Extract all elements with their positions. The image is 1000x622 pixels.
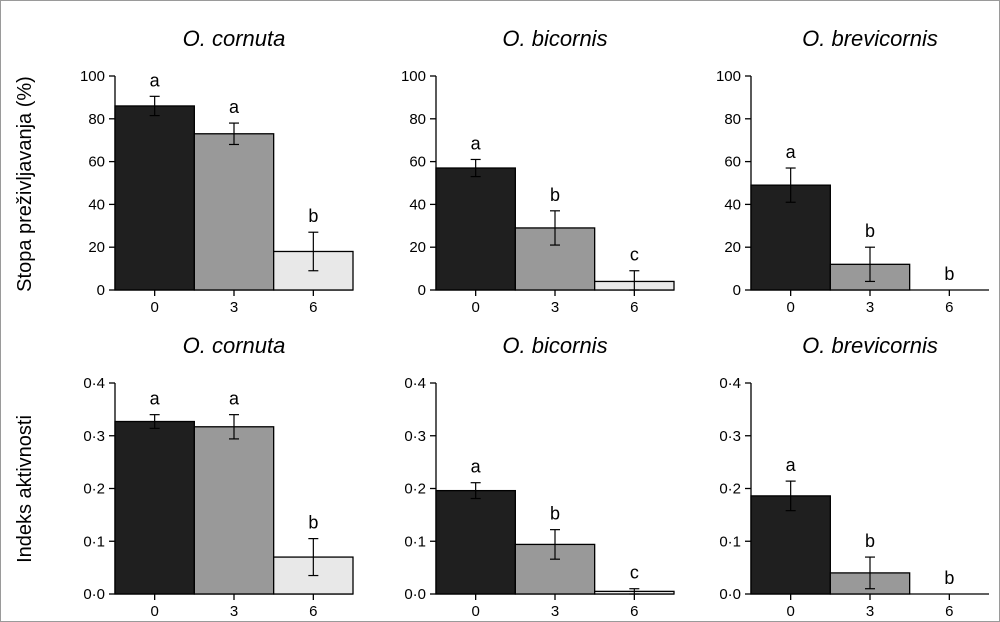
bar [193, 426, 275, 595]
significance-letter: b [308, 206, 318, 226]
y-tick-label: 0·4 [83, 375, 105, 392]
y-tick-label: 0·0 [719, 586, 741, 603]
x-tick-label: 3 [866, 603, 874, 620]
y-tick-label: 0·3 [719, 428, 741, 445]
panel-1: O. cornuta Stopa preživljavanja (%) 0 20 40 6… [14, 26, 354, 316]
significance-letter: b [865, 531, 875, 551]
x-tick-label: 0 [471, 299, 479, 316]
y-tick-label: 0 [733, 282, 741, 299]
y-axis-label: Stopa preživljavanja (%) [14, 76, 36, 292]
y-tick-label: 0·2 [83, 481, 105, 498]
x-tick-label: 3 [230, 299, 238, 316]
panel-5: O. bicornis 0·0 0·1 0·2 0·3 0·4 a 0 b 3 c 6 [404, 333, 675, 620]
y-tick-label: 0·1 [83, 533, 105, 550]
significance-letter: a [786, 142, 797, 162]
panel-3: O. brevicornis 0 20 40 60 80 100 a 0 b 3 b 6 [716, 26, 989, 316]
x-tick-label: 6 [630, 603, 638, 620]
y-tick-label: 20 [724, 239, 741, 256]
significance-letter: b [865, 221, 875, 241]
y-tick-label: 0·2 [404, 481, 426, 498]
significance-letter: a [229, 389, 240, 409]
y-tick-label: 0·1 [719, 533, 741, 550]
bar [114, 105, 195, 291]
y-tick-label: 0·3 [404, 428, 426, 445]
bar [193, 133, 275, 291]
y-tick-label: 60 [409, 154, 426, 171]
x-tick-label: 0 [786, 299, 794, 316]
x-tick-label: 3 [230, 603, 238, 620]
y-tick-label: 0 [418, 282, 426, 299]
y-tick-label: 20 [409, 239, 426, 256]
x-tick-label: 0 [471, 603, 479, 620]
x-tick-label: 6 [309, 603, 317, 620]
y-tick-label: 0·0 [404, 586, 426, 603]
y-tick-label: 100 [401, 68, 426, 85]
panel-title: O. brevicornis [802, 333, 938, 358]
x-tick-label: 0 [150, 299, 158, 316]
significance-letter: b [308, 513, 318, 533]
x-tick-label: 6 [945, 299, 953, 316]
significance-letter: b [944, 568, 954, 588]
panel-2: O. bicornis 0 20 40 60 80 100 a 0 b 3 c 6 [401, 26, 675, 316]
y-tick-label: 0 [97, 282, 105, 299]
bar [435, 167, 516, 291]
significance-letter: a [150, 389, 161, 409]
significance-letter: b [944, 264, 954, 284]
y-tick-label: 80 [409, 111, 426, 128]
y-tick-label: 40 [724, 196, 741, 213]
significance-letter: a [471, 457, 482, 477]
significance-letter: a [229, 97, 240, 117]
bar [435, 489, 516, 595]
significance-letter: c [630, 563, 639, 583]
significance-letter: a [150, 70, 161, 90]
y-tick-label: 80 [88, 111, 105, 128]
y-axis-label: Indeks aktivnosti [14, 415, 36, 563]
panel-4: O. cornuta Indeks aktivnosti 0·0 0·1 0·2 0·3 0… [14, 333, 354, 620]
y-tick-label: 20 [88, 239, 105, 256]
y-tick-label: 40 [88, 196, 105, 213]
x-tick-label: 6 [309, 299, 317, 316]
significance-letter: a [786, 455, 797, 475]
x-tick-label: 3 [551, 299, 559, 316]
y-tick-label: 60 [724, 154, 741, 171]
x-tick-label: 6 [630, 299, 638, 316]
y-tick-label: 80 [724, 111, 741, 128]
y-tick-label: 100 [716, 68, 741, 85]
significance-letter: b [550, 185, 560, 205]
panel-title: O. bicornis [502, 26, 607, 51]
significance-letter: a [471, 133, 482, 153]
bar [750, 495, 831, 595]
y-tick-label: 100 [80, 68, 105, 85]
panel-title: O. brevicornis [802, 26, 938, 51]
y-tick-label: 0·0 [83, 586, 105, 603]
y-tick-label: 40 [409, 196, 426, 213]
panel-6: O. brevicornis 0·0 0·1 0·2 0·3 0·4 a 0 b 3 b 6 [719, 333, 989, 620]
panel-title: O. bicornis [502, 333, 607, 358]
x-tick-label: 3 [866, 299, 874, 316]
y-tick-label: 60 [88, 154, 105, 171]
y-tick-label: 0·4 [404, 375, 426, 392]
panel-title: O. cornuta [183, 333, 286, 358]
y-tick-label: 0·2 [719, 481, 741, 498]
x-tick-label: 0 [786, 603, 794, 620]
bar [114, 420, 195, 595]
y-tick-label: 0·3 [83, 428, 105, 445]
panel-title: O. cornuta [183, 26, 286, 51]
x-tick-label: 0 [150, 603, 158, 620]
x-tick-label: 3 [551, 603, 559, 620]
y-tick-label: 0·4 [719, 375, 741, 392]
significance-letter: b [550, 504, 560, 524]
significance-letter: c [630, 245, 639, 265]
x-tick-label: 6 [945, 603, 953, 620]
y-tick-label: 0·1 [404, 533, 426, 550]
